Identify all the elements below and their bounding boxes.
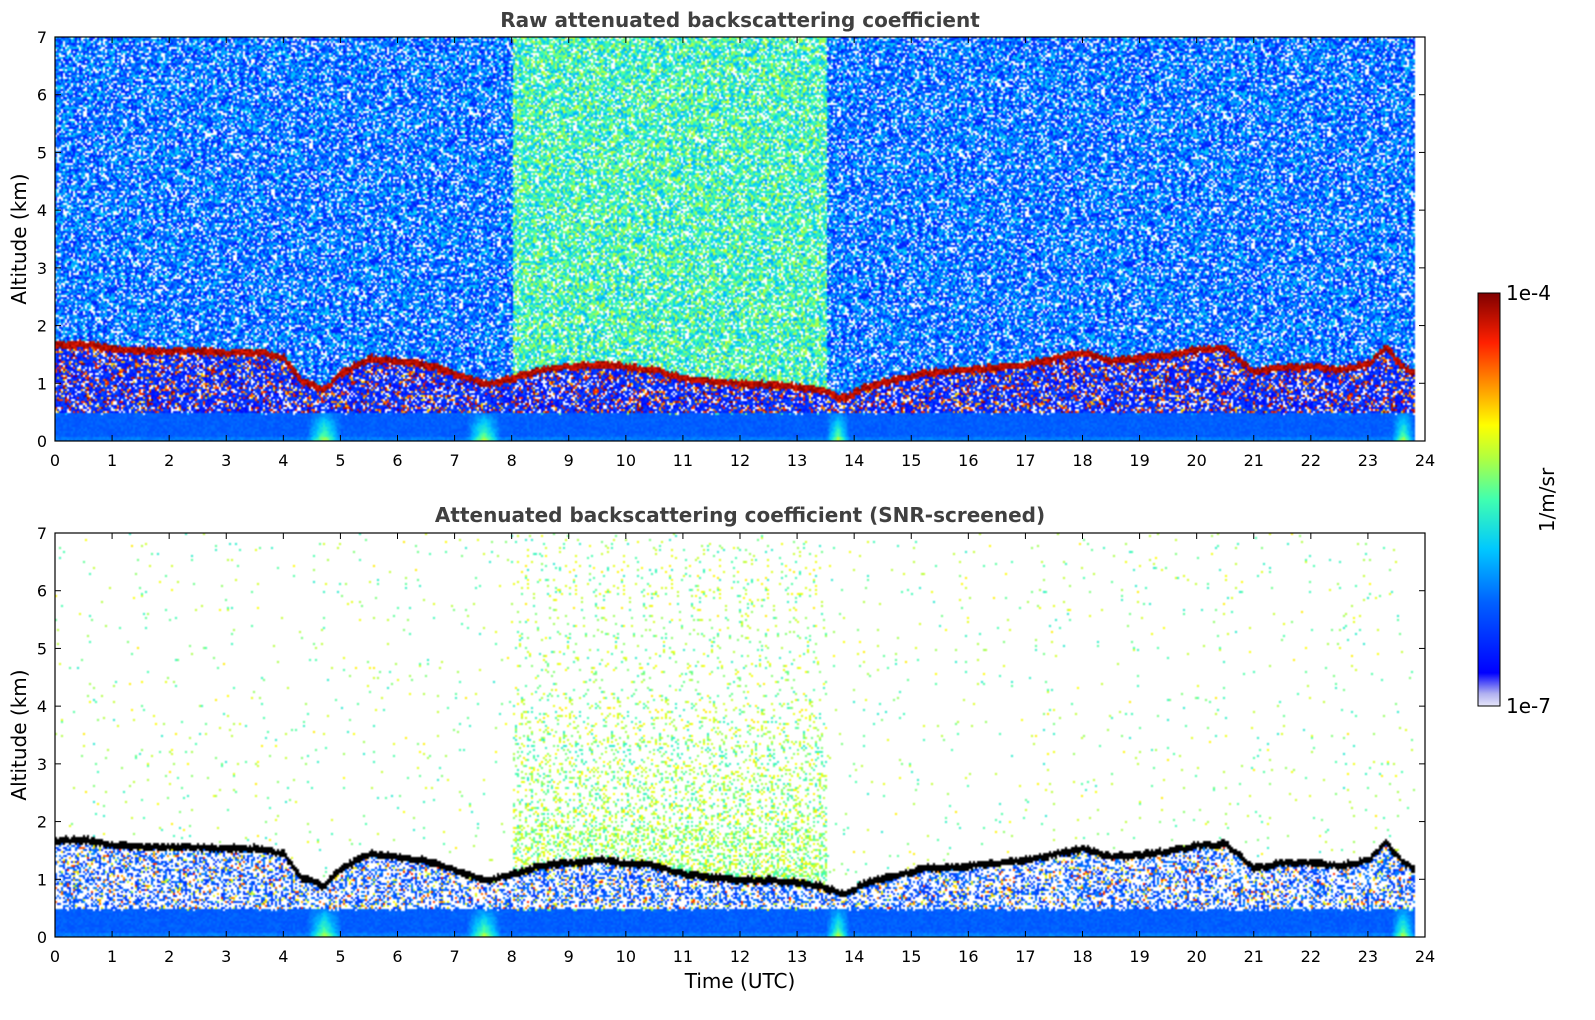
x-tick-label: 2 xyxy=(164,451,174,470)
x-tick-label: 18 xyxy=(1072,947,1092,966)
panel-screened: Attenuated backscattering coefficient (S… xyxy=(7,503,1435,993)
x-tick-label: 7 xyxy=(449,451,459,470)
y-tick-label: 4 xyxy=(37,201,47,220)
x-tick-label: 8 xyxy=(507,947,517,966)
panel-screened-xlabel: Time (UTC) xyxy=(684,969,796,993)
x-tick-label: 13 xyxy=(787,451,807,470)
y-tick-label: 5 xyxy=(37,143,47,162)
x-tick-label: 21 xyxy=(1244,947,1264,966)
x-tick-label: 10 xyxy=(616,451,636,470)
x-tick-label: 19 xyxy=(1129,451,1149,470)
y-tick-label: 4 xyxy=(37,697,47,716)
panel-screened-axes: 0 1 2 3 4 5 6 7 8 9 10 11 12 13 14 15 16 17 18 19 20 21 22 23 24… xyxy=(37,524,1435,966)
x-tick-label: 5 xyxy=(335,451,345,470)
x-tick-label: 23 xyxy=(1358,947,1378,966)
x-tick-label: 18 xyxy=(1072,451,1092,470)
colorbar-unit-label: 1/m/sr xyxy=(1535,467,1559,532)
y-tick-label: 2 xyxy=(37,317,47,336)
y-tick-label: 5 xyxy=(37,639,47,658)
panel-screened-ylabel: Altitude (km) xyxy=(7,669,31,800)
x-tick-label: 9 xyxy=(564,451,574,470)
x-tick-label: 3 xyxy=(221,947,231,966)
x-tick-label: 17 xyxy=(1015,947,1035,966)
y-tick-label: 0 xyxy=(37,928,47,947)
x-tick-label: 23 xyxy=(1358,451,1378,470)
x-tick-label: 12 xyxy=(730,947,750,966)
x-tick-label: 16 xyxy=(958,947,978,966)
colorbar: 1e-4 1e-7 1/m/sr xyxy=(1477,281,1559,718)
x-tick-label: 20 xyxy=(1186,947,1206,966)
x-tick-label: 14 xyxy=(844,451,864,470)
x-tick-label: 6 xyxy=(392,947,402,966)
y-tick-label: 7 xyxy=(37,524,47,543)
x-tick-label: 1 xyxy=(107,451,117,470)
colorbar-max-label: 1e-4 xyxy=(1506,281,1551,305)
x-tick-label: 20 xyxy=(1186,451,1206,470)
x-tick-label: 3 xyxy=(221,451,231,470)
panel-screened-heatmap xyxy=(55,533,1425,937)
panel-raw-heatmap xyxy=(55,37,1425,441)
heatmap-image xyxy=(55,533,1425,937)
y-tick-label: 1 xyxy=(37,374,47,393)
x-tick-label: 0 xyxy=(50,947,60,966)
heatmap-image xyxy=(55,37,1425,441)
x-tick-label: 15 xyxy=(901,947,921,966)
x-tick-label: 0 xyxy=(50,451,60,470)
y-tick-label: 2 xyxy=(37,813,47,832)
y-tick-label: 7 xyxy=(37,28,47,47)
y-tick-label: 1 xyxy=(37,870,47,889)
y-tick-label: 6 xyxy=(37,86,47,105)
x-tick-label: 7 xyxy=(449,947,459,966)
x-tick-label: 13 xyxy=(787,947,807,966)
x-tick-label: 1 xyxy=(107,947,117,966)
x-tick-label: 21 xyxy=(1244,451,1264,470)
x-tick-label: 4 xyxy=(278,451,288,470)
y-tick-label: 0 xyxy=(37,432,47,451)
y-tick-label: 3 xyxy=(37,755,47,774)
x-tick-label: 14 xyxy=(844,947,864,966)
panel-raw-title: Raw attenuated backscattering coefficien… xyxy=(500,8,980,32)
x-tick-label: 6 xyxy=(392,451,402,470)
x-tick-label: 11 xyxy=(673,451,693,470)
x-tick-label: 8 xyxy=(507,451,517,470)
colorbar-min-label: 1e-7 xyxy=(1506,694,1551,718)
x-tick-label: 2 xyxy=(164,947,174,966)
x-tick-label: 17 xyxy=(1015,451,1035,470)
panel-screened-title: Attenuated backscattering coefficient (S… xyxy=(435,503,1045,527)
x-tick-label: 16 xyxy=(958,451,978,470)
x-tick-label: 5 xyxy=(335,947,345,966)
x-tick-label: 19 xyxy=(1129,947,1149,966)
panel-raw-axes: 0 1 2 3 4 5 6 7 8 9 10 11 12 13 14 15 16 17 18 19 20 21 22 23 24… xyxy=(37,28,1435,470)
x-tick-label: 24 xyxy=(1415,947,1435,966)
x-tick-label: 15 xyxy=(901,451,921,470)
panel-raw-ylabel: Altitude (km) xyxy=(7,173,31,304)
x-tick-label: 9 xyxy=(564,947,574,966)
x-tick-label: 10 xyxy=(616,947,636,966)
y-tick-label: 6 xyxy=(37,582,47,601)
panel-raw: Raw attenuated backscattering coefficien… xyxy=(7,8,1435,470)
x-tick-label: 22 xyxy=(1301,451,1321,470)
x-tick-label: 24 xyxy=(1415,451,1435,470)
colorbar-gradient xyxy=(1477,292,1501,707)
x-tick-label: 12 xyxy=(730,451,750,470)
x-tick-label: 11 xyxy=(673,947,693,966)
x-tick-label: 4 xyxy=(278,947,288,966)
x-tick-label: 22 xyxy=(1301,947,1321,966)
y-tick-label: 3 xyxy=(37,259,47,278)
